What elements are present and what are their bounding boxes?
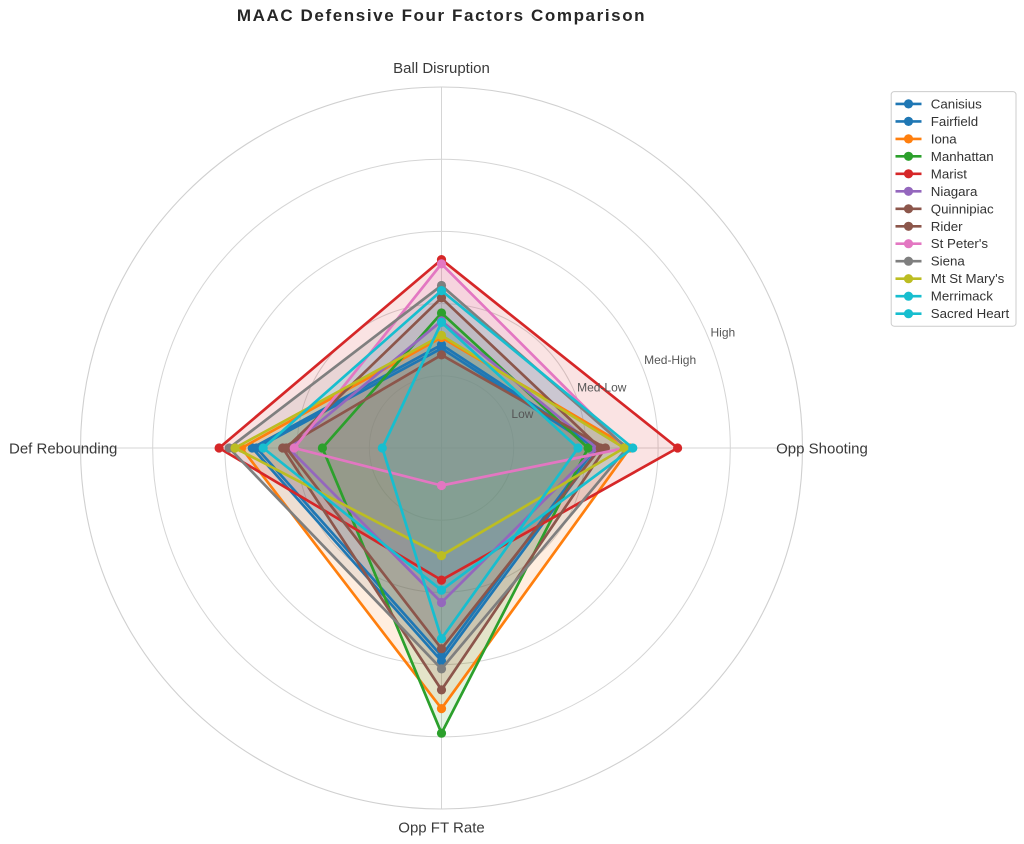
- svg-text:Opp FT Rate: Opp FT Rate: [398, 819, 484, 836]
- svg-text:Niagara: Niagara: [931, 184, 978, 199]
- svg-text:High: High: [711, 326, 736, 340]
- svg-text:Mt St Mary's: Mt St Mary's: [931, 271, 1005, 286]
- svg-text:Rider: Rider: [931, 219, 963, 234]
- svg-text:St Peter's: St Peter's: [931, 236, 989, 251]
- svg-text:Canisius: Canisius: [931, 96, 982, 111]
- svg-text:Merrimack: Merrimack: [931, 289, 993, 304]
- svg-text:Quinnipiac: Quinnipiac: [931, 201, 994, 216]
- svg-text:Ball Disruption: Ball Disruption: [393, 60, 490, 77]
- svg-text:Fairfield: Fairfield: [931, 114, 978, 129]
- svg-text:Low: Low: [511, 407, 533, 421]
- svg-text:Sacred Heart: Sacred Heart: [931, 306, 1010, 321]
- svg-text:Med-Low: Med-Low: [577, 380, 627, 394]
- svg-text:Siena: Siena: [931, 254, 966, 269]
- svg-text:Iona: Iona: [931, 131, 957, 146]
- svg-text:Med-High: Med-High: [644, 353, 696, 367]
- svg-text:Opp Shooting: Opp Shooting: [776, 440, 868, 457]
- svg-text:Marist: Marist: [931, 166, 968, 181]
- svg-text:MAAC Defensive Four Factors Co: MAAC Defensive Four Factors Comparison: [237, 6, 646, 25]
- svg-text:Manhattan: Manhattan: [931, 149, 994, 164]
- svg-text:Def Rebounding: Def Rebounding: [9, 440, 117, 457]
